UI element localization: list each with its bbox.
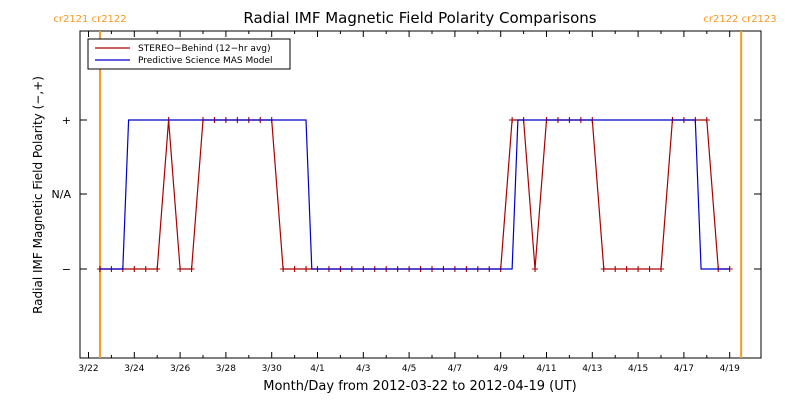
- stereo-data-point: [600, 266, 607, 272]
- carrington-label-right: cr2122 cr2123: [703, 14, 776, 25]
- stereo-data-point: [532, 266, 539, 272]
- stereo-data-point: [142, 266, 149, 272]
- x-tick-label: 3/26: [170, 364, 190, 374]
- y-axis-label: Radial IMF Magnetic Field Polarity (−,+): [31, 76, 45, 314]
- stereo-data-point: [280, 266, 287, 272]
- x-tick-label: 3/24: [124, 364, 144, 374]
- legend: STEREO−Behind (12−hr avg) Predictive Sci…: [87, 38, 291, 70]
- x-tick-label: 4/7: [448, 364, 462, 374]
- stereo-data-point: [154, 266, 161, 272]
- carrington-markers: [98, 31, 743, 358]
- y-tick-label: N/A: [52, 188, 72, 201]
- x-tick-label: 4/5: [402, 364, 416, 374]
- x-tick-label: 3/22: [78, 364, 98, 374]
- x-tick-label: 4/3: [356, 364, 370, 374]
- x-tick-label: 4/17: [674, 364, 694, 374]
- x-tick-label: 4/9: [493, 364, 508, 374]
- stereo-data-point: [703, 117, 710, 123]
- axis-ticks: 3/22 3/24 3/26 3/28 3/30 4/1 4/3 4/5 4/7 4/9 4/11 4…: [52, 31, 761, 374]
- x-tick-label: 4/19: [720, 364, 740, 374]
- x-tick-label: 3/30: [262, 364, 282, 374]
- x-tick-label: 4/11: [536, 364, 556, 374]
- x-tick-label: 4/15: [628, 364, 648, 374]
- legend-label-stereo: STEREO−Behind (12−hr avg): [138, 44, 271, 54]
- stereo-data-point: [303, 266, 310, 272]
- stereo-data-point: [658, 266, 664, 272]
- y-tick-label: +: [62, 114, 71, 127]
- legend-box: [87, 38, 291, 70]
- plot-frame: [79, 30, 762, 359]
- stereo-data-point: [623, 266, 630, 272]
- series-stereo-line: [100, 119, 730, 270]
- stereo-data-point: [131, 266, 138, 272]
- series-mas-line: [100, 119, 730, 270]
- y-tick-label: −: [62, 263, 71, 276]
- x-axis-label: Month/Day from 2012-03-22 to 2012-04-19 …: [263, 379, 576, 394]
- x-tick-label: 4/1: [310, 364, 324, 374]
- carrington-label-left: cr2121 cr2122: [53, 14, 126, 25]
- series-lines: [96, 117, 733, 272]
- stereo-data-point: [188, 266, 195, 272]
- x-tick-label: 3/28: [216, 364, 236, 374]
- x-tick-label: 4/13: [582, 364, 602, 374]
- chart-title: Radial IMF Magnetic Field Polarity Compa…: [243, 9, 596, 27]
- stereo-data-point: [635, 266, 642, 272]
- legend-label-mas: Predictive Science MAS Model: [138, 56, 273, 66]
- stereo-data-point: [646, 266, 653, 272]
- stereo-data-point: [509, 117, 516, 123]
- stereo-data-point: [612, 266, 619, 272]
- stereo-data-point: [291, 266, 298, 272]
- stereo-data-point: [177, 266, 184, 272]
